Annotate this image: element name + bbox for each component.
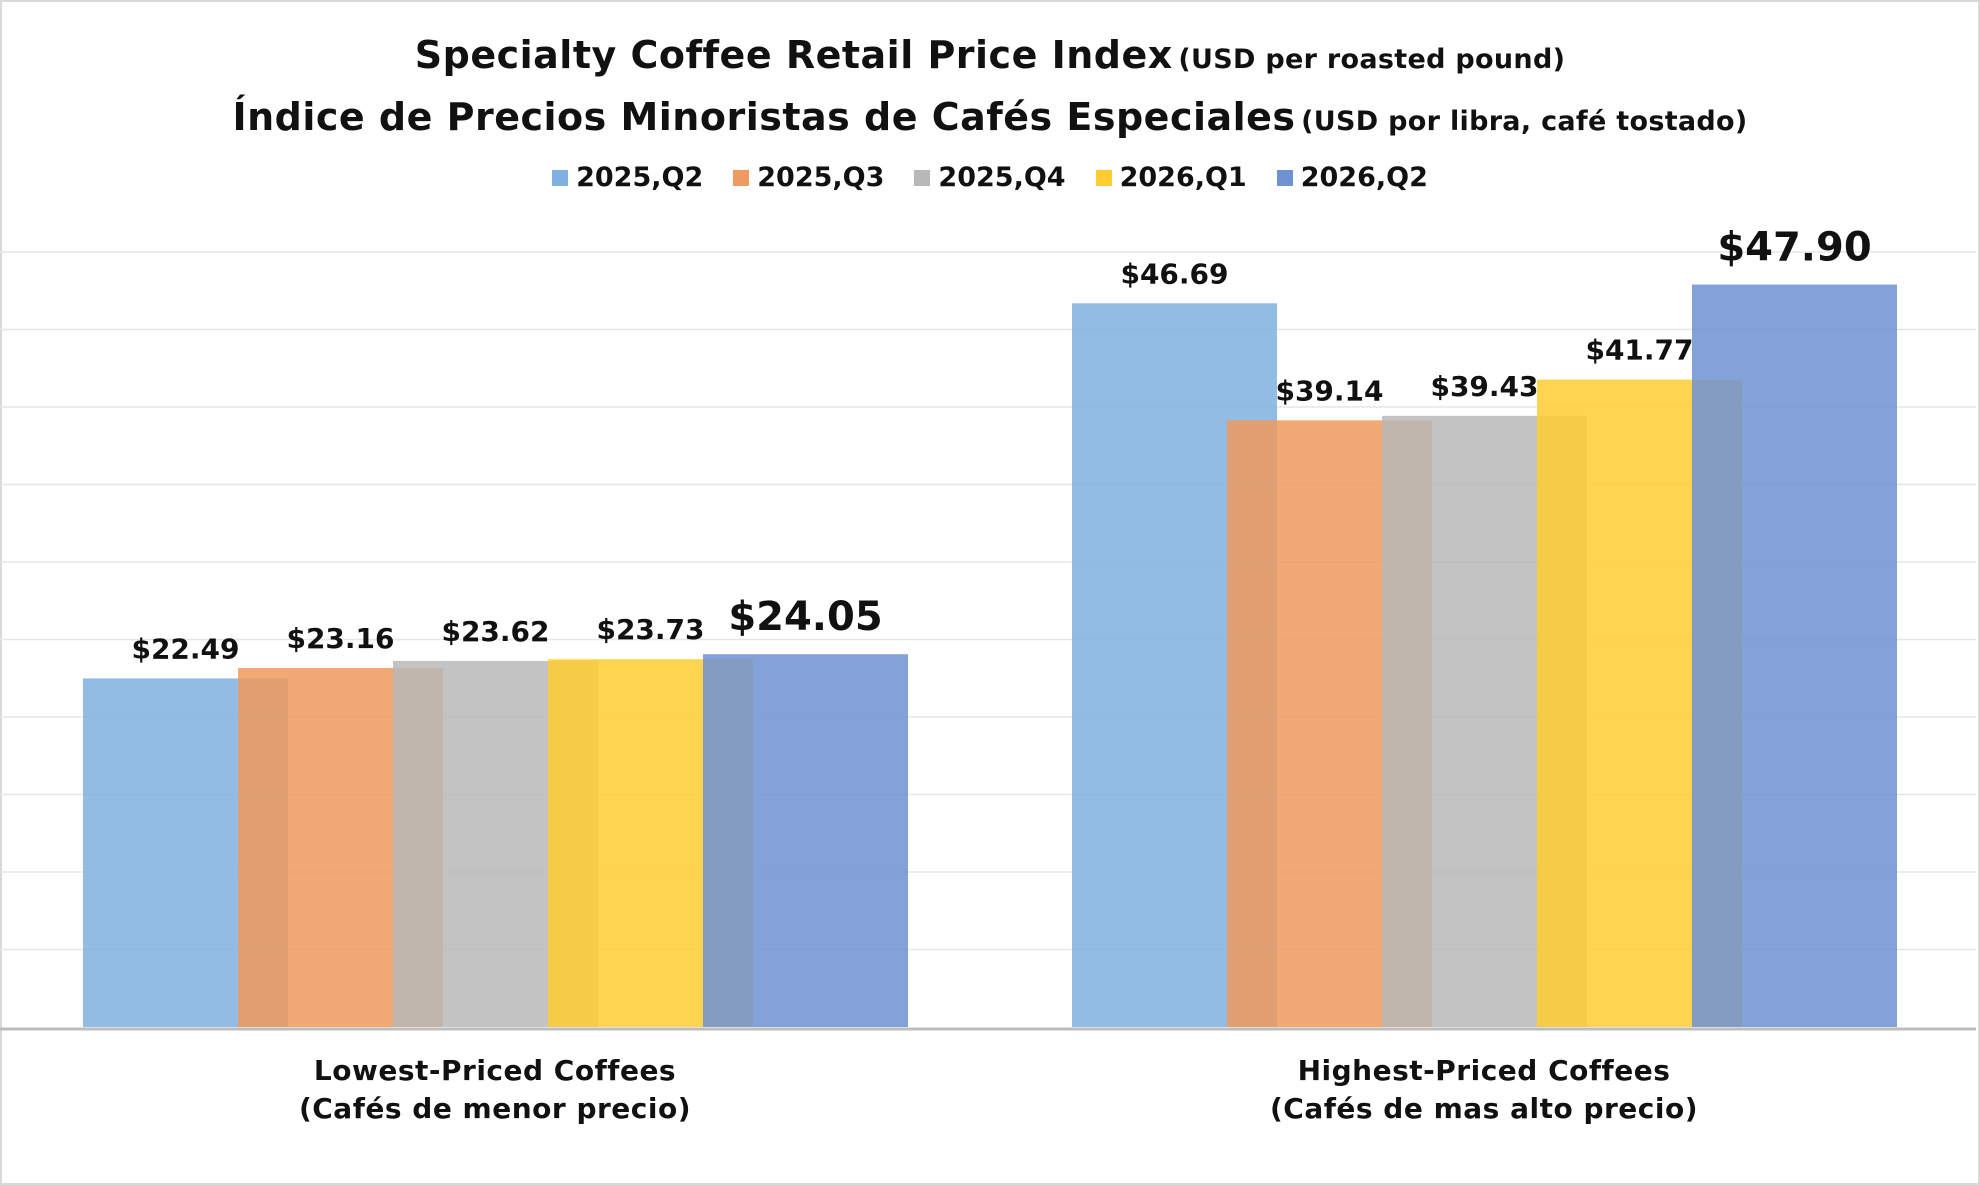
category-label: Lowest-Priced Coffees xyxy=(314,1054,676,1087)
data-label: $46.69 xyxy=(1120,257,1228,290)
value-labels-layer: $22.49 $46.69 $23.16 $39.14 $23.62 $39.43 $23.… xyxy=(131,225,1871,666)
data-label: $41.77 xyxy=(1585,334,1693,367)
chart-title: Specialty Coffee Retail Price Index (USD… xyxy=(0,28,1980,152)
category-label-spanish: (Cafés de menor precio) xyxy=(299,1092,691,1125)
data-label: $39.14 xyxy=(1275,374,1383,407)
title-line-english: Specialty Coffee Retail Price Index (USD… xyxy=(0,28,1980,90)
legend-swatch xyxy=(1276,169,1293,186)
legend-label: 2025,Q2 xyxy=(576,162,704,193)
legend-item-2025-q4: 2025,Q4 xyxy=(914,162,1066,193)
legend: 2025,Q2 2025,Q3 2025,Q4 2026,Q1 2026,Q2 xyxy=(0,162,1980,193)
legend-swatch xyxy=(552,169,569,186)
legend-item-2025-q3: 2025,Q3 xyxy=(733,162,884,193)
legend-item-2025-q2: 2025,Q2 xyxy=(552,162,703,193)
data-label: $39.43 xyxy=(1430,370,1538,403)
legend-item-2026-q2: 2026,Q2 xyxy=(1276,162,1428,193)
legend-item-2026-q1: 2026,Q1 xyxy=(1095,162,1247,193)
data-label: $23.73 xyxy=(596,613,704,646)
category-label: Highest-Priced Coffees xyxy=(1298,1054,1671,1087)
legend-label: 2025,Q4 xyxy=(938,162,1066,193)
data-label: $23.16 xyxy=(286,622,394,655)
category-label-spanish: (Cafés de mas alto precio) xyxy=(1270,1092,1698,1125)
data-label: $22.49 xyxy=(131,632,239,665)
legend-label: 2026,Q2 xyxy=(1300,162,1428,193)
legend-swatch xyxy=(914,169,931,186)
title-line-spanish: Índice de Precios Minoristas de Cafés Es… xyxy=(0,90,1980,152)
legend-swatch xyxy=(1095,169,1112,186)
title-english-unit: (USD per roasted pound) xyxy=(1178,44,1566,75)
legend-swatch xyxy=(733,169,750,186)
legend-label: 2025,Q3 xyxy=(757,162,885,193)
bar-2026-q2-lowest xyxy=(703,654,908,1027)
data-label: $23.62 xyxy=(441,615,549,648)
legend-label: 2026,Q1 xyxy=(1119,162,1247,193)
data-label: $47.90 xyxy=(1717,225,1871,271)
bar-2026-q2-highest xyxy=(1692,284,1897,1027)
bars-layer xyxy=(83,284,1897,1028)
title-spanish-unit: (USD por libra, café tostado) xyxy=(1301,106,1748,137)
title-spanish: Índice de Precios Minoristas de Cafés Es… xyxy=(232,95,1296,139)
title-english: Specialty Coffee Retail Price Index xyxy=(414,33,1173,77)
data-label: $24.05 xyxy=(728,594,882,640)
